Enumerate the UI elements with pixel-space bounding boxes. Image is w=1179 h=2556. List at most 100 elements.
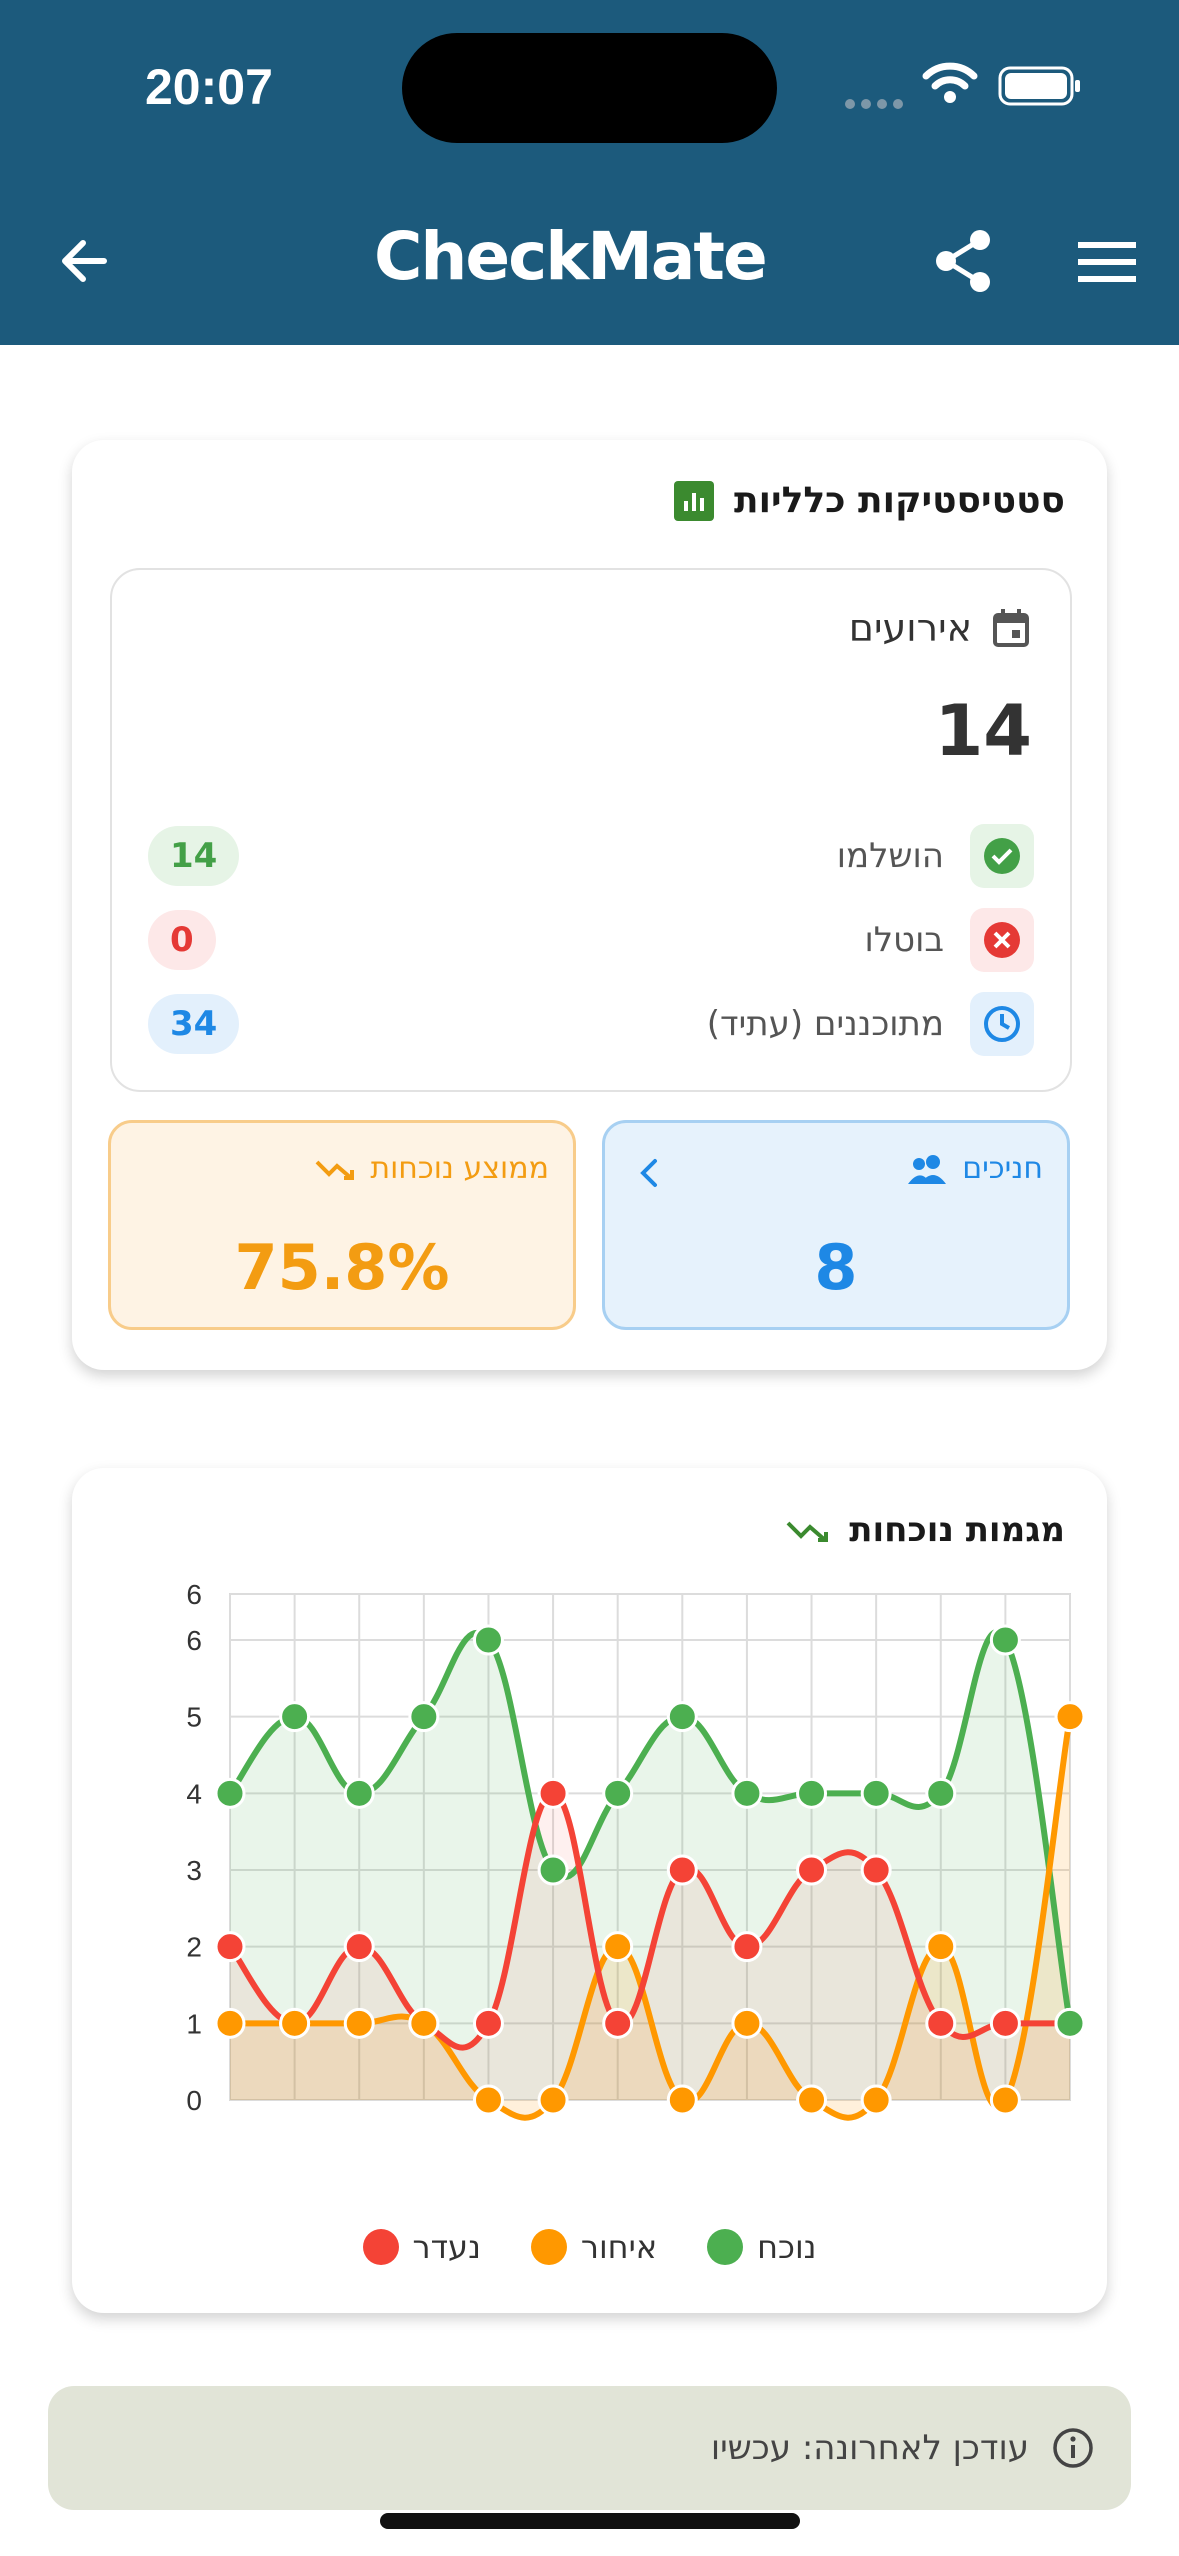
legend-dot-absent [362, 2229, 399, 2265]
events-total: 14 [934, 690, 1032, 772]
point-late [537, 2084, 569, 2116]
last-updated-bar: עודכן לאחרונה: עכשיו [48, 2386, 1131, 2510]
arrow-left-icon[interactable] [50, 226, 120, 296]
area-absent [230, 1793, 1070, 2100]
completed-count: 14 [148, 826, 240, 886]
point-late [279, 2007, 311, 2039]
trending-up-icon [786, 1521, 829, 1542]
battery-icon [998, 66, 1080, 106]
check-circle-icon [970, 824, 1034, 888]
point-present [408, 1701, 440, 1733]
point-present [1054, 2007, 1086, 2039]
point-absent [472, 2007, 504, 2039]
legend-label-late: איחור [580, 2228, 658, 2266]
y-tick-label: 5 [186, 1702, 202, 1733]
trending-icon [315, 1160, 355, 1180]
point-late [925, 1931, 957, 1963]
point-present [602, 1777, 634, 1809]
trends-card-title: מגמות נוכחות [849, 1510, 1065, 1550]
bar-chart-icon [674, 480, 715, 521]
point-late [731, 2007, 763, 2039]
point-absent [989, 2007, 1021, 2039]
chevron-left-icon[interactable] [635, 1153, 665, 1193]
legend-item-late[interactable]: איחור [530, 2228, 658, 2266]
cellular-signal-icon [845, 94, 909, 113]
students-label: חניכים [962, 1151, 1043, 1186]
info-icon [1053, 2428, 1093, 2468]
planned-count: 34 [148, 994, 240, 1054]
attendance-average-label: ממוצע נוכחות [370, 1151, 549, 1186]
y-tick-label: 6 [186, 1625, 202, 1656]
point-absent [602, 2007, 634, 2039]
share-icon[interactable] [930, 226, 1000, 296]
cancelled-count: 0 [148, 910, 216, 970]
area-present [230, 1632, 1070, 2100]
point-late [666, 2084, 698, 2116]
events-panel: אירועים 14 הושלמו 14 בוטלו 0 מתוכננים (ע… [110, 568, 1072, 1092]
point-absent [537, 1777, 569, 1809]
cancel-circle-icon [970, 908, 1034, 972]
area-late [230, 1716, 1070, 2118]
clock-icon [970, 992, 1034, 1056]
legend-label-absent: נעדר [412, 2228, 481, 2266]
students-tile-header: חניכים [906, 1151, 1043, 1186]
status-time: 20:07 [145, 59, 273, 115]
completed-label: הושלמו [836, 836, 944, 876]
legend-item-absent[interactable]: נעדר [362, 2228, 481, 2266]
cancelled-row: בוטלו 0 [148, 908, 1034, 972]
point-present [343, 1777, 375, 1809]
y-tick-label: 0 [186, 2085, 202, 2116]
legend-dot-late [530, 2229, 567, 2265]
attendance-average-tile: ממוצע נוכחות 75.8% [108, 1120, 576, 1330]
point-present [796, 1777, 828, 1809]
y-tick-label: 2 [186, 1932, 202, 1963]
point-late [1054, 1701, 1086, 1733]
completed-row: הושלמו 14 [148, 824, 1034, 888]
point-present [537, 1854, 569, 1886]
calendar-icon [993, 609, 1029, 647]
point-absent [214, 1931, 246, 1963]
events-header: אירועים [849, 606, 1032, 650]
attendance-trends-card: 0 1 2 3 4 5 6 6 מגמות נוכחות נוכח איחור נעדר [72, 1468, 1107, 2313]
stats-card-header: סטטיסטיקות כלליות [674, 480, 1065, 521]
y-tick-label: 4 [186, 1778, 202, 1809]
students-tile[interactable]: חניכים 8 [602, 1120, 1070, 1330]
point-absent [860, 1854, 892, 1886]
point-absent [925, 2007, 957, 2039]
planned-row: מתוכננים (עתיד) 34 [148, 992, 1034, 1056]
point-present [472, 1624, 504, 1656]
point-late [408, 2007, 440, 2039]
point-absent [666, 1854, 698, 1886]
point-present [731, 1777, 763, 1809]
point-late [214, 2007, 246, 2039]
group-icon [908, 1154, 947, 1184]
point-late [472, 2084, 504, 2116]
students-count: 8 [814, 1231, 858, 1304]
legend-dot-present [707, 2229, 744, 2265]
point-late [343, 2007, 375, 2039]
point-present [279, 1701, 311, 1733]
point-late [602, 1931, 634, 1963]
chart-legend: נוכח איחור נעדר [72, 2228, 1107, 2266]
point-present [666, 1701, 698, 1733]
y-tick-label: 1 [186, 2008, 202, 2039]
legend-item-present[interactable]: נוכח [707, 2228, 816, 2266]
point-late [860, 2084, 892, 2116]
point-absent [796, 1854, 828, 1886]
attendance-average-value: 75.8% [234, 1231, 450, 1304]
cancelled-label: בוטלו [864, 920, 944, 960]
attendance-trends-chart: 0 1 2 3 4 5 6 6 [186, 1579, 1086, 2121]
app-logo: CheckMate [374, 218, 768, 295]
last-updated-text: עודכן לאחרונה: עכשיו [710, 2428, 1029, 2468]
app-header: 20:07 CheckMate [0, 0, 1179, 345]
trends-card-header: מגמות נוכחות [785, 1510, 1065, 1550]
point-late [989, 2084, 1021, 2116]
hamburger-menu-icon[interactable] [1074, 232, 1140, 292]
y-tick-label: 6 [186, 1579, 202, 1610]
line-present [227, 1629, 1073, 2027]
attendance-tile-header: ממוצע נוכחות [314, 1151, 549, 1186]
wifi-icon [922, 62, 978, 103]
point-present [989, 1624, 1021, 1656]
legend-label-present: נוכח [757, 2228, 817, 2266]
point-present [925, 1777, 957, 1809]
